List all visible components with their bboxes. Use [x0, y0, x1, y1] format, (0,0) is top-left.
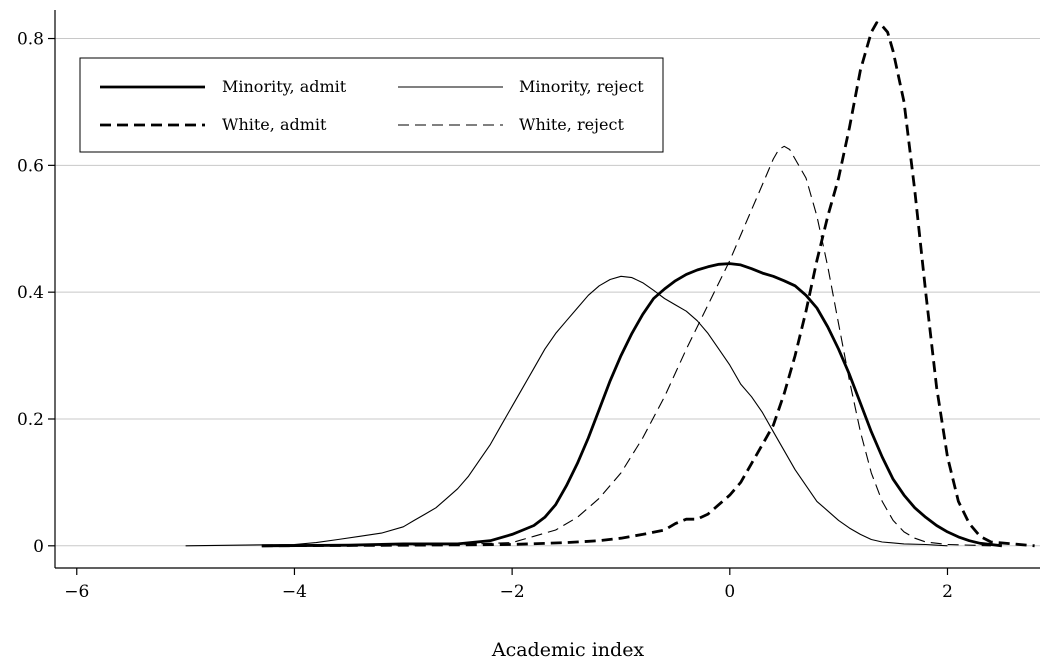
x-axis-title: Academic index: [491, 639, 645, 659]
grid-lines: [55, 38, 1040, 547]
legend-label-minority-reject: Minority, reject: [519, 77, 644, 96]
x-tick-label-2: −2: [500, 582, 525, 602]
series-line-minority-admit: [261, 262, 1003, 548]
legend-label-minority-admit: Minority, admit: [222, 77, 347, 96]
y-tick-label-2: 0.4: [17, 283, 44, 303]
x-tick-label-0: −6: [64, 582, 89, 602]
tick-labels: 0 0.2 0.4 0.6 0.8 −6 −4 −2 0 2: [17, 30, 953, 602]
x-tick-label-4: 2: [942, 582, 953, 602]
y-tick-label-0: 0: [33, 537, 44, 557]
series-line-white-admit: [261, 21, 1035, 548]
series-line-minority-reject: [185, 275, 948, 547]
legend: Minority, admit Minority, reject White, …: [79, 57, 664, 153]
x-tick-label-1: −4: [282, 582, 307, 602]
y-tick-label-3: 0.6: [17, 156, 44, 176]
legend-box: [79, 57, 664, 153]
axes: [54, 10, 1040, 569]
x-tick-label-3: 0: [724, 582, 735, 602]
legend-label-white-reject: White, reject: [519, 115, 624, 134]
series-line-white-reject: [294, 145, 992, 547]
y-tick-label-4: 0.8: [17, 30, 44, 50]
series-lines: [185, 21, 1035, 548]
legend-label-white-admit: White, admit: [222, 115, 327, 134]
y-tick-label-1: 0.2: [17, 410, 44, 430]
